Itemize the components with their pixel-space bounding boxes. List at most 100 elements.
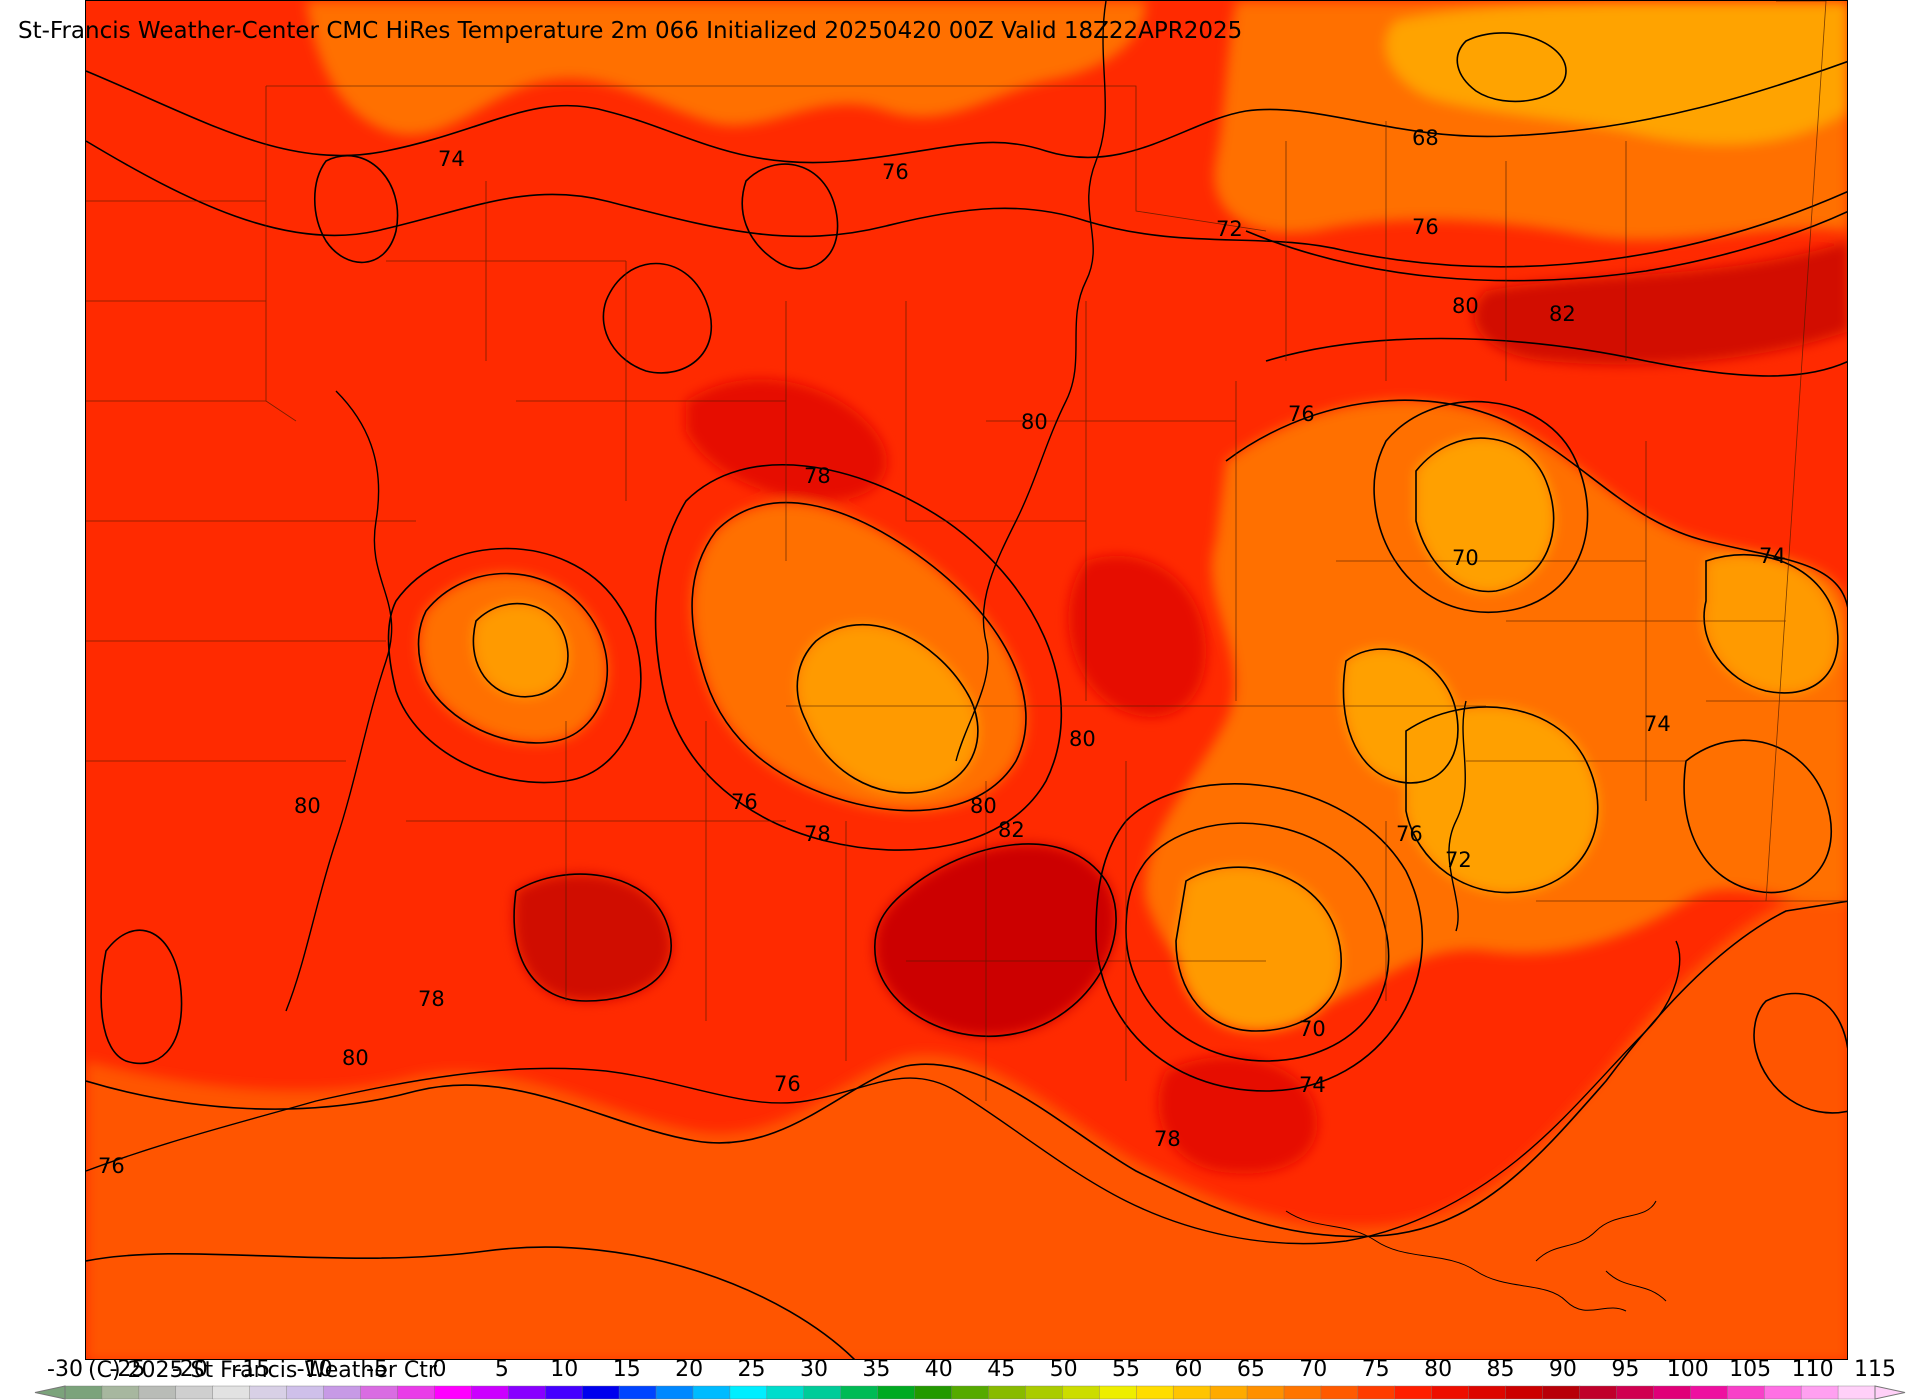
colorbar-tick-label: 75 (1362, 1357, 1390, 1382)
isotherm-line (100, 929, 183, 1065)
contour-label: 78 (418, 987, 445, 1011)
coolest-blob-central (797, 624, 978, 793)
colorbar-swatch (914, 1385, 953, 1400)
colorbar-tick-label: 60 (1174, 1357, 1202, 1382)
isotherm-line (1683, 739, 1832, 894)
colorbar-swatch (471, 1385, 509, 1400)
cool-blob-far-east (1704, 554, 1838, 693)
contour-label: 80 (1452, 294, 1479, 318)
colorbar-tick-label: -30 (47, 1357, 83, 1382)
colorbar-swatch (1357, 1385, 1396, 1400)
cool-region-north-top (306, 1, 1146, 136)
colorbar-tick-label: 25 (738, 1357, 766, 1382)
colorbar-tick-label: 110 (1792, 1357, 1834, 1382)
contour-label: 74 (1299, 1073, 1326, 1097)
colorbar-swatch (138, 1385, 177, 1400)
colorbar-tick-label: -20 (172, 1357, 208, 1382)
contour-label: 76 (774, 1072, 801, 1096)
colorbar-swatch (1763, 1385, 1802, 1400)
colorbar-swatch (286, 1385, 325, 1400)
isotherm-line (1095, 783, 1423, 1092)
isotherm-line (741, 163, 839, 270)
colorbar-tick-label: 115 (1854, 1357, 1896, 1382)
colorbar-swatch (1283, 1385, 1322, 1400)
contour-label: 76 (731, 790, 758, 814)
isotherms (86, 32, 1847, 1359)
colorbar-tick-label: 40 (925, 1357, 953, 1382)
colorbar-swatch (581, 1385, 620, 1400)
colorbar-swatch (1062, 1385, 1100, 1400)
contour-label: 78 (1154, 1127, 1181, 1151)
isotherm-line (874, 843, 1117, 1037)
colorbar-tick-label: 90 (1549, 1357, 1577, 1382)
colorbar-swatch (766, 1385, 805, 1400)
warm-core-south (1158, 1056, 1318, 1174)
colorbar-tick-label: 35 (862, 1357, 890, 1382)
colorbar-min-arrow (34, 1385, 66, 1400)
isotherm-line (602, 262, 712, 374)
contour-label: 70 (1452, 546, 1479, 570)
isotherm-line (1405, 706, 1599, 894)
contour-label: 70 (1299, 1017, 1326, 1041)
colorbar-tick-label: -25 (109, 1357, 145, 1382)
coolest-blob-southeast (1176, 867, 1342, 1031)
colorbar-tick-label: 10 (550, 1357, 578, 1382)
isotherm-line (86, 1246, 856, 1359)
colorbar-tick-label: 0 (432, 1357, 446, 1382)
colorbar-swatch (1172, 1385, 1211, 1400)
colorbar-swatch (249, 1385, 288, 1400)
colorbar-swatch (545, 1385, 583, 1400)
colorbar-swatch (729, 1385, 768, 1400)
contour-label: 76 (1396, 822, 1423, 846)
isotherm-line (1225, 399, 1847, 609)
colorbar-swatch (1690, 1385, 1728, 1400)
colorbar-tick-label: 100 (1667, 1357, 1709, 1382)
hot-core-northeast (1474, 241, 1847, 365)
contour-label: 76 (98, 1154, 125, 1178)
colorbar-swatch (1136, 1385, 1174, 1400)
isotherm-line (417, 572, 609, 744)
contour-label: 76 (1412, 215, 1439, 239)
county-boundaries (86, 1, 1847, 1101)
colorbar-swatch (692, 1385, 731, 1400)
contour-label: 74 (1644, 712, 1671, 736)
colorbar-tick-label: -15 (234, 1357, 270, 1382)
coolest-blob-west (473, 603, 568, 697)
temperature-field: 74 76 68 72 76 80 82 76 80 78 70 74 80 7… (86, 1, 1847, 1359)
contour-label: 80 (1069, 727, 1096, 751)
colorbar-swatch (434, 1385, 473, 1400)
colorbar-swatch (1468, 1385, 1507, 1400)
coolest-blob-east-north (1416, 438, 1554, 592)
shaded-temperature (86, 1, 1847, 1359)
colorbar-tick-label: -5 (366, 1357, 388, 1382)
isotherm-line (1753, 992, 1847, 1114)
isotherm-line (1342, 648, 1459, 784)
isotherm-line (472, 602, 569, 698)
contour-label: 68 (1412, 126, 1439, 150)
isotherm-line (513, 873, 672, 1002)
hot-core-southwest (514, 874, 672, 1001)
contour-label: 74 (438, 147, 465, 171)
colorbar-swatch (212, 1385, 251, 1400)
colorbar-swatch (988, 1385, 1027, 1400)
contour-label: 82 (1549, 302, 1576, 326)
colorbar-tick-label: 95 (1611, 1357, 1639, 1382)
colorbar-swatch (1025, 1385, 1064, 1400)
colorbar-swatch (618, 1385, 657, 1400)
colorbar-swatch (1579, 1385, 1618, 1400)
temperature-colorbar: -30 -25 -20 -15 -10 -5 0 5 10 15 20 25 30 35 40 45 50 55 6… (34, 1357, 1906, 1400)
contour-labels: 74 76 68 72 76 80 82 76 80 78 70 74 80 7… (98, 126, 1786, 1178)
contour-label: 80 (294, 794, 321, 818)
isotherm-line (1265, 337, 1847, 377)
colorbar-swatch (1505, 1385, 1544, 1400)
colorbar-swatch (64, 1385, 103, 1400)
isotherm-line (796, 623, 979, 794)
copyright-notice: (C) 2025 St Francis Weather Ctr (88, 1358, 437, 1383)
colorbar-swatch (1246, 1385, 1285, 1400)
colorbar-tick-label: 55 (1112, 1357, 1140, 1382)
contour-label: 80 (342, 1046, 369, 1070)
isotherm-line (654, 464, 1063, 851)
colorbar-max-arrow (1874, 1385, 1906, 1400)
colorbar-swatch (1431, 1385, 1470, 1400)
delta-marsh (1285, 1200, 1667, 1312)
